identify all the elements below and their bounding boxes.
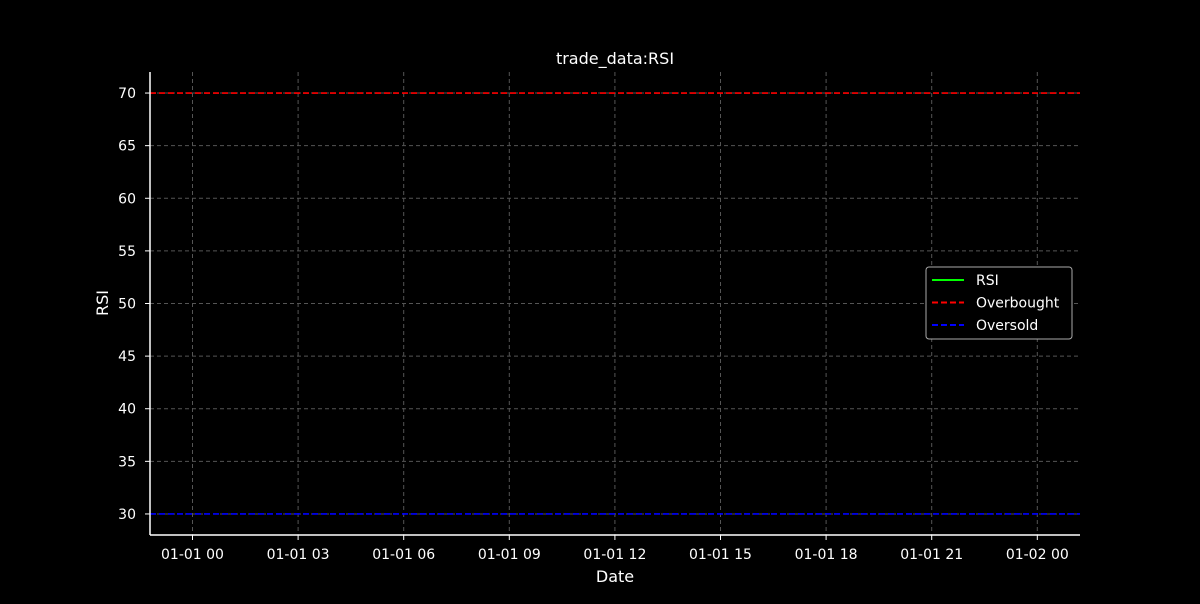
y-tick-label: 30 <box>118 507 136 523</box>
y-tick-label: 40 <box>118 402 136 418</box>
legend: RSI Overbought Oversold <box>925 266 1073 340</box>
y-axis-label: RSI <box>93 290 112 316</box>
y-tick-labels: 30 35 40 45 50 55 60 65 70 <box>118 86 150 523</box>
series-layer <box>150 92 1080 515</box>
x-tick-label: 01-01 18 <box>795 547 858 563</box>
legend-label-oversold: Oversold <box>976 318 1038 334</box>
x-tick-label: 01-01 09 <box>478 547 541 563</box>
y-tick-label: 45 <box>118 349 136 365</box>
x-tick-label: 01-01 21 <box>900 547 963 563</box>
y-tick-label: 70 <box>118 86 136 102</box>
x-tick-label: 01-01 06 <box>372 547 435 563</box>
legend-box <box>925 266 1073 340</box>
x-tick-label: 01-01 15 <box>689 547 752 563</box>
legend-label-overbought: Overbought <box>976 296 1060 312</box>
x-tick-label: 01-02 00 <box>1006 547 1069 563</box>
x-tick-labels: 01-01 00 01-01 03 01-01 06 01-01 09 01-01 12… <box>161 535 1069 563</box>
y-tick-label: 60 <box>118 191 136 207</box>
y-tick-label: 35 <box>118 454 136 470</box>
legend-label-rsi: RSI <box>976 273 999 289</box>
x-tick-label: 01-01 03 <box>267 547 330 563</box>
x-tick-label: 01-01 12 <box>583 547 646 563</box>
chart-title: trade_data:RSI <box>556 49 674 69</box>
x-tick-label: 01-01 00 <box>161 547 224 563</box>
y-tick-label: 50 <box>118 297 136 313</box>
x-axis-label: Date <box>596 567 634 586</box>
y-tick-label: 65 <box>118 139 136 155</box>
y-tick-label: 55 <box>118 244 136 260</box>
